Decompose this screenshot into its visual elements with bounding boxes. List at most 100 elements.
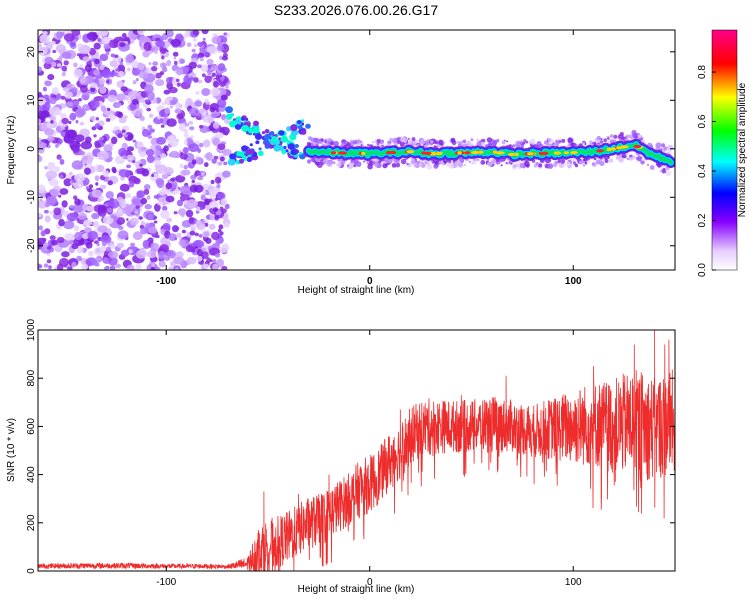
- noise-blob: [214, 133, 220, 138]
- noise-blob: [135, 205, 140, 209]
- ridge-halo: [320, 138, 324, 142]
- ridge-peak: [406, 150, 415, 154]
- x-tick-label: 0: [367, 276, 373, 287]
- noise-blob: [39, 198, 43, 202]
- noise-blob: [112, 111, 116, 116]
- noise-blob: [161, 102, 166, 106]
- noise-blob: [58, 138, 63, 144]
- noise-blob: [221, 265, 228, 270]
- noise-blob: [174, 237, 178, 241]
- noise-blob: [93, 69, 101, 76]
- noise-blob: [203, 263, 210, 269]
- noise-blob: [43, 263, 49, 268]
- noise-blob: [38, 118, 42, 124]
- noise-blob: [99, 184, 107, 190]
- noise-blob: [180, 194, 190, 202]
- ridge-halo: [332, 161, 336, 165]
- ridge-halo: [496, 139, 500, 143]
- noise-blob: [204, 162, 209, 168]
- noise-blob: [170, 38, 182, 47]
- noise-blob: [97, 37, 102, 43]
- noise-blob: [48, 265, 52, 270]
- noise-blob: [106, 79, 110, 84]
- y-tick-label: 0: [26, 568, 37, 574]
- ridge-halo: [519, 163, 525, 168]
- noise-blob: [41, 237, 47, 242]
- noise-blob: [58, 194, 62, 198]
- ridge-halo: [600, 137, 603, 141]
- ridge-halo: [426, 164, 433, 170]
- noise-blob: [160, 153, 167, 159]
- noise-blob: [50, 239, 59, 246]
- ridge-halo: [505, 161, 508, 164]
- noise-blob: [108, 251, 119, 259]
- noise-blob: [61, 117, 69, 125]
- ridge-halo: [399, 141, 405, 147]
- noise-blob: [180, 58, 186, 64]
- ridge-halo: [359, 141, 363, 145]
- noise-blob: [219, 206, 224, 210]
- noise-blob: [163, 145, 169, 152]
- noise-blob: [38, 110, 47, 120]
- noise-blob: [96, 243, 100, 247]
- noise-blob: [61, 71, 66, 77]
- ridge-halo: [476, 138, 479, 142]
- noise-blob: [71, 261, 77, 268]
- ridge-halo: [600, 140, 604, 144]
- ridge-halo: [419, 138, 426, 145]
- noise-blob: [178, 239, 186, 247]
- noise-blob: [45, 202, 50, 208]
- ridge-peak: [508, 152, 516, 157]
- noise-blob: [203, 231, 210, 237]
- noise-blob: [160, 124, 165, 128]
- noise-blob: [60, 113, 67, 120]
- noise-blob: [57, 63, 62, 67]
- noise-blob: [189, 126, 195, 131]
- noise-blob: [175, 175, 186, 183]
- noise-blob: [216, 183, 221, 189]
- onset-blob: [248, 128, 254, 134]
- noise-blob: [102, 215, 114, 225]
- noise-blob: [132, 196, 137, 200]
- ridge-halo: [486, 137, 493, 143]
- noise-blob: [165, 182, 172, 190]
- ridge-peak: [472, 150, 478, 155]
- ridge-halo: [471, 162, 474, 165]
- ridge-halo: [500, 164, 503, 167]
- noise-blob: [170, 180, 178, 189]
- noise-blob: [80, 248, 84, 253]
- onset-blob: [297, 120, 302, 125]
- noise-blob: [190, 174, 197, 180]
- noise-blob: [97, 225, 108, 233]
- ridge-halo: [350, 140, 354, 144]
- colorbar-tick-label: 0.4: [697, 164, 708, 178]
- noise-blob: [154, 159, 162, 166]
- ridge-halo: [462, 139, 467, 144]
- noise-blob: [137, 30, 145, 36]
- ridge-halo: [625, 152, 630, 157]
- noise-blob: [140, 220, 146, 226]
- ridge-halo: [454, 160, 461, 167]
- ridge-peak: [596, 149, 604, 153]
- ridge-halo: [667, 145, 674, 151]
- noise-blob: [155, 40, 165, 48]
- noise-blob: [92, 222, 96, 226]
- onset-blob: [234, 124, 242, 130]
- noise-blob: [127, 67, 131, 72]
- noise-blob: [126, 146, 135, 152]
- noise-blob: [49, 210, 54, 215]
- ridge-halo: [657, 163, 662, 168]
- noise-blob: [186, 199, 198, 209]
- noise-blob: [63, 60, 69, 66]
- noise-blob: [60, 31, 65, 37]
- noise-blob: [81, 263, 89, 270]
- colorbar-tick-label: 0.2: [697, 213, 708, 227]
- noise-blob: [136, 141, 144, 148]
- ridge-halo: [317, 161, 321, 165]
- noise-blob: [223, 161, 228, 166]
- ridge-halo: [641, 157, 645, 161]
- noise-blob: [206, 58, 214, 66]
- onset-blob: [280, 135, 288, 143]
- noise-blob: [126, 218, 129, 221]
